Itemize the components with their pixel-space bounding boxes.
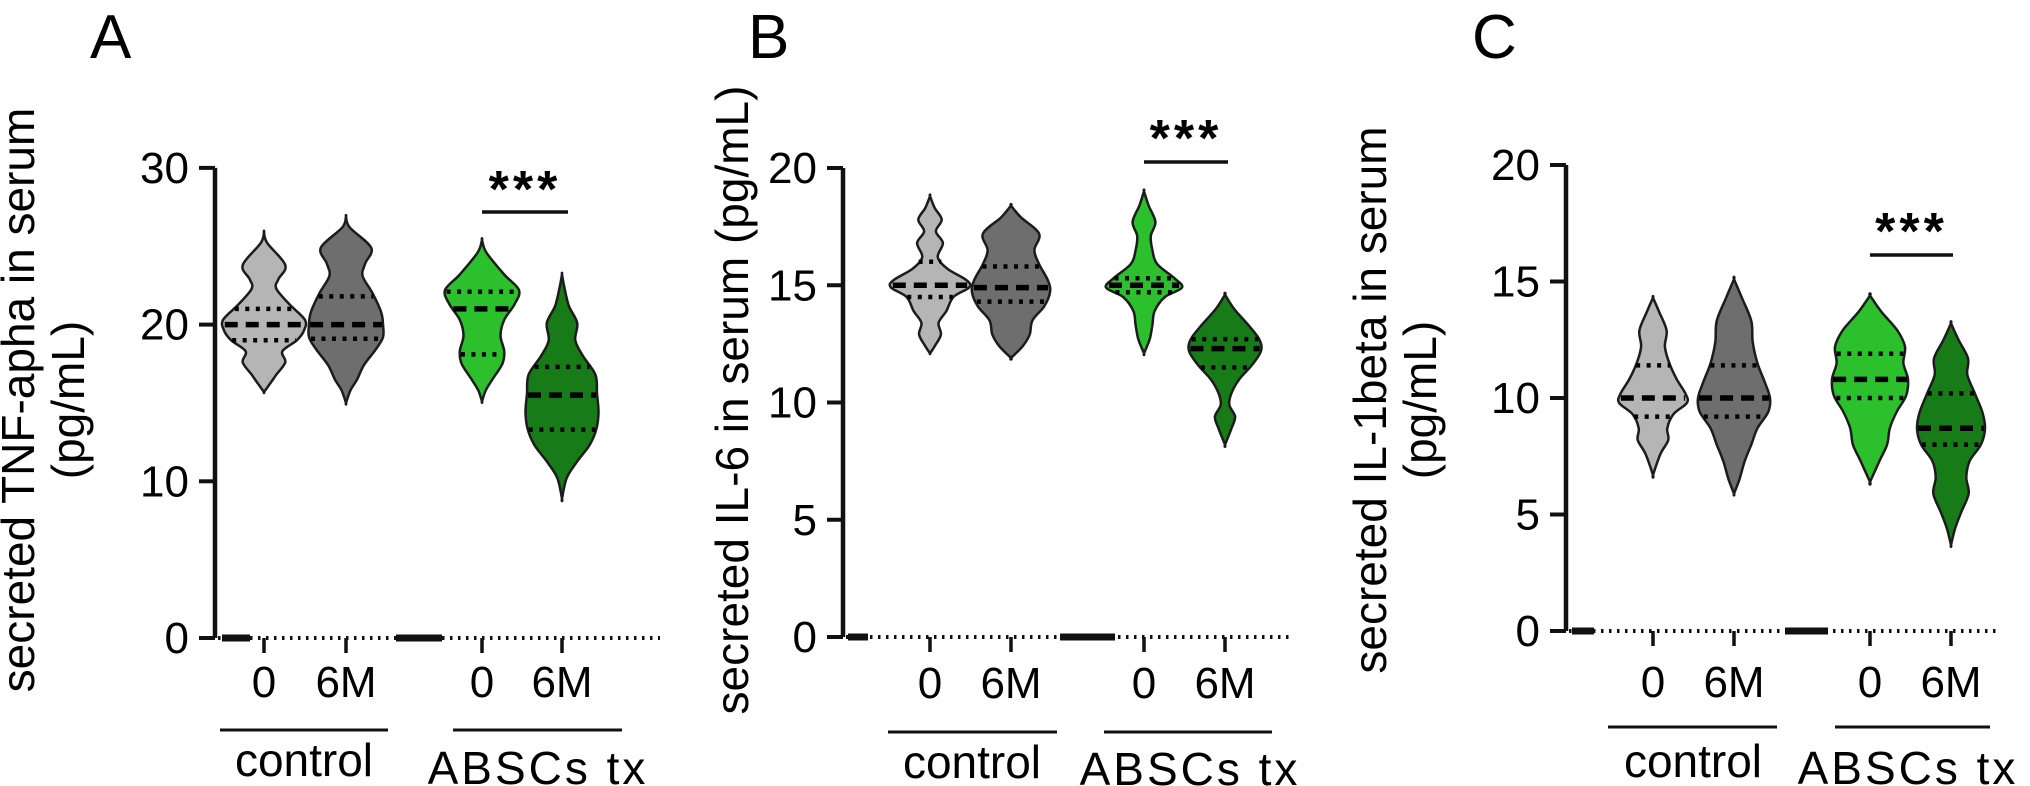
x-tick-label-A: 0: [470, 658, 494, 707]
violin-C-control-6M: [1696, 275, 1772, 497]
y-axis-label-A: secreted TNF-apha in serum: [0, 108, 44, 693]
x-tick-label-B: 0: [1132, 659, 1156, 708]
panel-letter-b: B: [748, 3, 789, 72]
x-tick-label-B: 6M: [980, 659, 1041, 708]
violin-A-control-6M: [307, 213, 385, 406]
group-label-B-control: control: [903, 736, 1041, 786]
y-tick-label-C: 5: [1516, 491, 1540, 540]
panel-letter-a: A: [90, 3, 132, 72]
y-tick-label-C: 0: [1516, 607, 1540, 656]
violin-A-ABSCs-tx-0: [443, 237, 521, 404]
x-tick-label-C: 0: [1641, 658, 1665, 707]
y-tick-label-C: 10: [1491, 374, 1540, 423]
group-label-B-ABSCs-tx: ABSCs tx: [1080, 743, 1301, 786]
y-axis-label-C: secreted IL-1beta in serum: [1344, 126, 1396, 673]
y-tick-label-B: 0: [793, 613, 817, 662]
violin-B-ABSCs-tx-6M: [1187, 291, 1263, 448]
x-tick-label-B: 0: [918, 659, 942, 708]
y-tick-label-B: 20: [768, 144, 817, 193]
panel-letter-c: C: [1472, 3, 1517, 72]
violin-C-ABSCs-tx-0: [1830, 292, 1910, 486]
x-tick-label-C: 0: [1858, 658, 1882, 707]
y-axis-label-B: secreted IL-6 in serum (pg/mL): [706, 86, 758, 715]
x-tick-label-B: 6M: [1194, 659, 1255, 708]
y-tick-label-B: 10: [768, 379, 817, 428]
y-axis-label-C: (pg/mL): [1394, 321, 1446, 479]
y-tick-label-A: 0: [165, 614, 189, 663]
violin-B-ABSCs-tx-0: [1104, 188, 1184, 357]
y-tick-label-A: 10: [140, 457, 189, 506]
x-tick-label-C: 6M: [1920, 658, 1981, 707]
y-tick-label-A: 20: [140, 301, 189, 350]
x-tick-label-A: 6M: [531, 658, 592, 707]
group-label-C-ABSCs-tx: ABSCs tx: [1798, 742, 2019, 786]
significance-stars-B: ***: [1150, 110, 1223, 168]
significance-stars-C: ***: [1875, 203, 1948, 261]
y-tick-label-C: 20: [1491, 141, 1540, 190]
x-tick-label-A: 0: [252, 658, 276, 707]
group-label-A-ABSCs-tx: ABSCs tx: [428, 742, 649, 786]
violin-A-ABSCs-tx-6M: [524, 271, 600, 503]
violin-C-ABSCs-tx-6M: [1915, 320, 1987, 549]
violin-B-control-0: [888, 193, 972, 356]
violin-C-control-0: [1616, 294, 1690, 479]
violin-A-control-0: [220, 229, 308, 395]
y-tick-label-C: 15: [1491, 258, 1540, 307]
y-tick-label-B: 15: [768, 261, 817, 310]
y-tick-label-A: 30: [140, 144, 189, 193]
significance-stars-A: ***: [489, 161, 562, 219]
x-tick-label-C: 6M: [1703, 658, 1764, 707]
x-tick-label-A: 6M: [315, 658, 376, 707]
y-axis-label-A: (pg/mL): [42, 321, 94, 479]
violin-B-control-6M: [970, 202, 1052, 361]
group-label-A-control: control: [235, 734, 373, 786]
group-label-C-control: control: [1624, 735, 1762, 786]
y-tick-label-B: 5: [793, 496, 817, 545]
